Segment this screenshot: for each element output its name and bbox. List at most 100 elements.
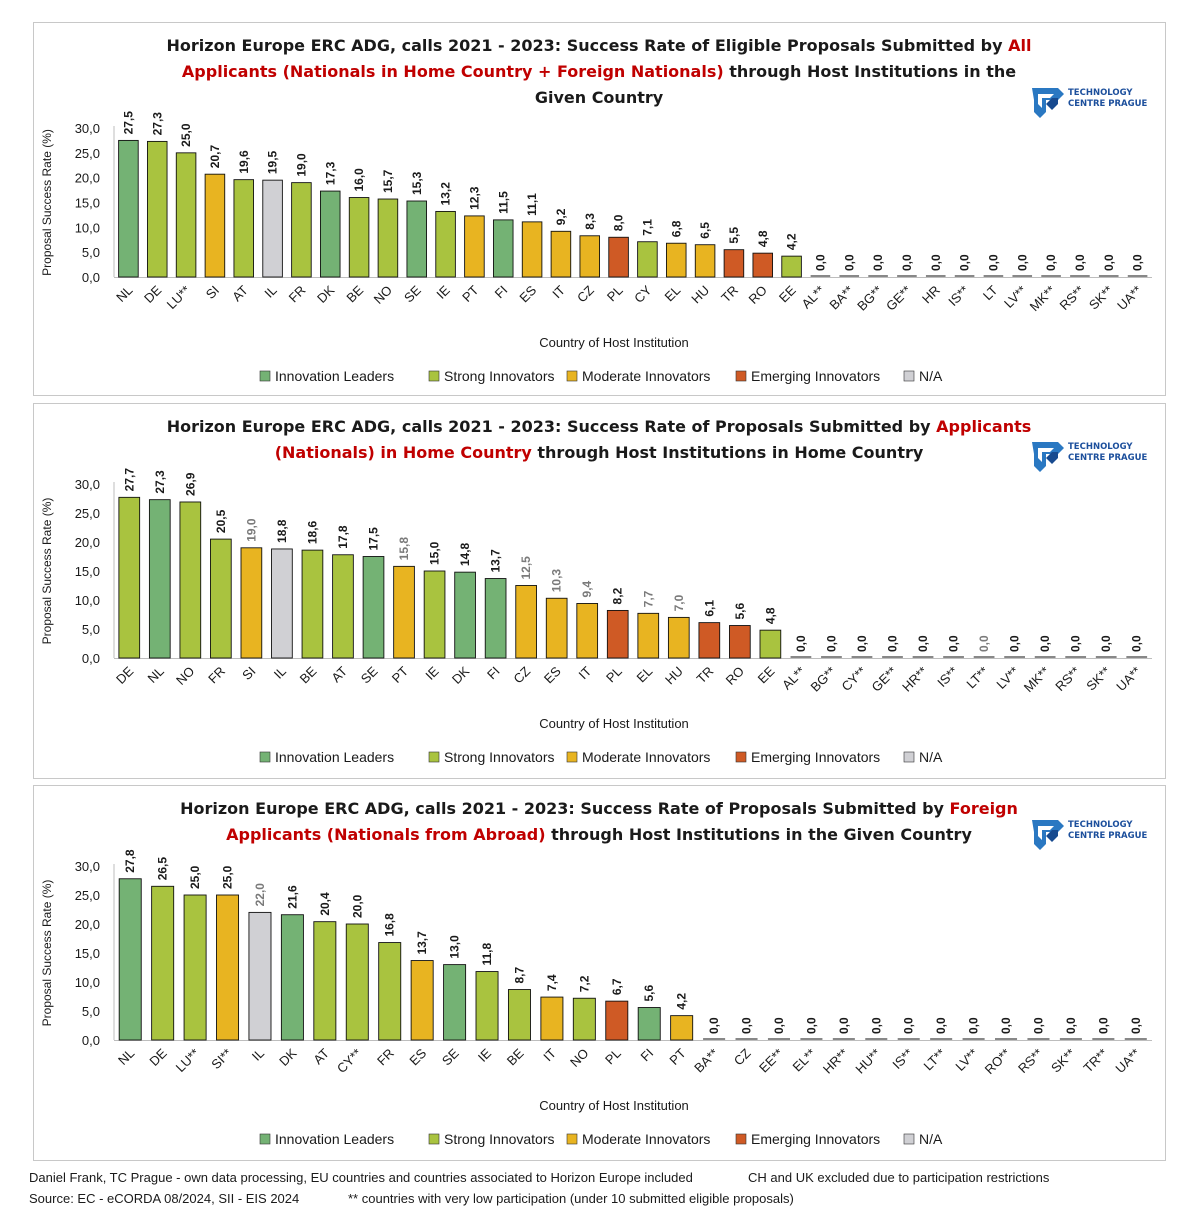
logo-line-1: TECHNOLOGY (1068, 820, 1133, 830)
legend-swatch (259, 1133, 271, 1145)
bar-FI (637, 1007, 661, 1041)
legend-item-moderate-innovators: Moderate Innovators (566, 749, 710, 765)
x-tick-label: RS** (1052, 664, 1083, 695)
y-tick-label: 10,0 (75, 220, 100, 235)
bar-DK (319, 190, 341, 278)
data-label: 10,3 (550, 569, 564, 593)
x-tick-label: LV** (1001, 283, 1029, 311)
bar-EL (665, 242, 687, 278)
data-label: 19,0 (294, 153, 308, 177)
x-tick-label: CY** (839, 664, 870, 695)
bar-EL (637, 612, 660, 659)
legend-label: Emerging Innovators (751, 749, 880, 765)
x-tick-label: EL (634, 664, 656, 686)
x-tick-label: MK** (1027, 283, 1059, 315)
legend-label: N/A (919, 1131, 943, 1147)
x-tick-label: DE (113, 663, 137, 687)
x-tick-label: IT (549, 282, 568, 301)
bar-TR (698, 622, 721, 659)
x-tick-label: CZ (510, 663, 533, 686)
bar-CY (637, 241, 658, 278)
tc-prague-logo-icon (1032, 820, 1064, 850)
data-label: 6,5 (698, 222, 712, 239)
x-tick-label: PT (459, 282, 481, 304)
x-tick-label: EE (776, 282, 799, 305)
data-label: 0,0 (740, 1017, 754, 1034)
legend-label: Moderate Innovators (582, 749, 710, 765)
data-label: 0,0 (707, 1017, 721, 1034)
data-label: 13,2 (439, 182, 453, 206)
data-label: 0,0 (1015, 254, 1029, 271)
x-tick-label: CY** (334, 1046, 365, 1077)
data-label: 20,5 (214, 509, 228, 533)
x-tick-label: FI (638, 1046, 657, 1065)
x-tick-label: HR** (899, 664, 930, 695)
bar-PL (606, 609, 629, 659)
data-label: 27,8 (123, 849, 137, 873)
data-label: 4,2 (675, 993, 689, 1010)
data-label: 6,1 (702, 600, 716, 617)
data-label: 13,7 (489, 549, 503, 573)
x-tick-label: IE (433, 282, 453, 302)
bar-FR (291, 182, 312, 278)
data-label: 17,8 (336, 525, 350, 549)
logo-line-2: CENTRE PRAGUE (1068, 453, 1148, 463)
legend-swatch (259, 751, 271, 763)
legend-item-innovation-leaders: Innovation Leaders (259, 1131, 394, 1147)
data-label: 20,7 (208, 145, 222, 169)
bar-EE (759, 629, 782, 659)
data-label: 4,8 (763, 607, 777, 624)
logo-line-1: TECHNOLOGY (1068, 88, 1133, 98)
x-tick-label: HR** (820, 1046, 851, 1077)
bar-IL (262, 179, 283, 278)
chart-title-part-a: Horizon Europe ERC ADG, calls 2021 - 202… (166, 417, 937, 436)
chart-title-part-a: Horizon Europe ERC ADG, calls 2021 - 202… (180, 799, 950, 818)
data-label: 0,0 (1008, 635, 1022, 652)
x-tick-label: AT (328, 663, 350, 685)
bar-SI (216, 894, 240, 1041)
y-tick-label: 25,0 (75, 888, 100, 903)
bar-PL (605, 1000, 629, 1041)
bar-chart-home-nationals: Proposal Success Rate (%) 0,0 5,0 10,0 15,0 2… (40, 468, 1152, 765)
data-label: 25,0 (179, 123, 193, 147)
bar-AT (233, 179, 255, 278)
legend-swatch (903, 370, 915, 382)
data-label: 0,0 (1031, 1017, 1045, 1034)
x-tick-label: PL (603, 664, 625, 686)
x-tick-label: IE (422, 663, 442, 683)
bar-NL (118, 878, 142, 1041)
x-tick-label: LU** (164, 283, 194, 313)
data-label: 20,4 (318, 892, 332, 916)
x-tick-label: DK (276, 1045, 300, 1069)
data-label: 0,0 (902, 1017, 916, 1034)
bar-IE (435, 210, 456, 278)
data-label: 0,0 (1099, 635, 1113, 652)
x-tick-label: ES (516, 282, 539, 305)
x-tick-label: IT (540, 1045, 559, 1064)
x-tick-label: EE (755, 663, 778, 686)
x-tick-label: SE (358, 663, 381, 686)
legend-swatch (428, 751, 440, 763)
data-label: 20,0 (350, 894, 364, 918)
x-tick-label: ES (541, 663, 564, 686)
x-tick-label: IL (261, 283, 279, 301)
x-tick-label: MK** (1021, 664, 1053, 696)
data-label: 0,0 (837, 1017, 851, 1034)
x-tick-label: IL (271, 664, 289, 682)
bar-SI (204, 173, 226, 278)
legend-swatch (428, 370, 440, 382)
x-tick-label: UA** (1113, 664, 1144, 695)
bar-LU (183, 894, 207, 1041)
bar-CZ (579, 235, 601, 278)
data-label: 26,9 (183, 472, 197, 496)
chart-title: Horizon Europe ERC ADG, calls 2021 - 202… (154, 414, 1044, 466)
x-tick-label: BE (343, 282, 366, 305)
bar-DK (454, 571, 476, 659)
data-label: 0,0 (934, 1017, 948, 1034)
legend-swatch (735, 1133, 747, 1145)
bar-FI (484, 578, 507, 659)
chart-title: Horizon Europe ERC ADG, calls 2021 - 202… (154, 796, 1044, 848)
bar-TR (723, 249, 745, 278)
legend-swatch (903, 1133, 915, 1145)
bar-IT (576, 603, 599, 659)
